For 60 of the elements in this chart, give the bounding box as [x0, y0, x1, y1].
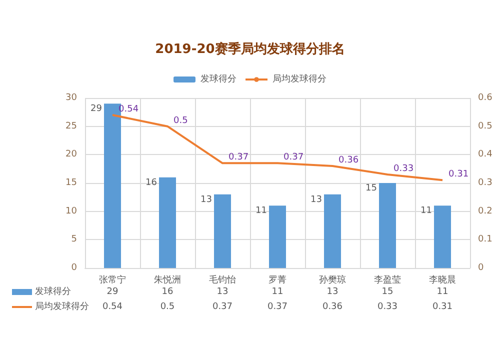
text: 0.5 — [174, 116, 188, 126]
y-tick-label: 30 — [66, 93, 78, 103]
legend-label: 局均发球得分 — [272, 74, 326, 84]
data-label: 13 — [326, 286, 340, 298]
bar — [104, 104, 121, 268]
data-label: 13 — [216, 286, 230, 298]
bar — [214, 194, 231, 268]
text: 发球得分 — [35, 287, 71, 297]
text: 11 — [256, 206, 267, 216]
x-tick-label: 张常宁 — [99, 274, 126, 286]
legend-label: 发球得分 — [200, 74, 236, 84]
y2-tick-label: 0.6 — [478, 93, 493, 103]
text: 0.37 — [228, 152, 249, 163]
y2-tick-label: 0.4 — [478, 150, 493, 160]
x-tick-label: 孙樊琼 — [319, 274, 346, 286]
data-label: 29 — [106, 286, 120, 298]
text: 0.36 — [338, 156, 359, 166]
y-tick-label: 5 — [71, 234, 77, 245]
data-label: 11 — [436, 286, 450, 298]
text: 局均发球得分 — [35, 302, 89, 312]
text: 13 — [200, 194, 212, 205]
bar — [434, 206, 451, 268]
text: 11 — [420, 206, 432, 216]
y-tick-label: 20 — [66, 150, 78, 160]
data-label: 15 — [380, 286, 394, 298]
data-label: 0.54 — [102, 302, 123, 312]
y2-tick-label: 0.1 — [478, 234, 492, 245]
data-label: 0.37 — [266, 301, 289, 313]
bar — [269, 206, 286, 268]
y2-tick-label: 0 — [478, 263, 484, 273]
y2-tick-label: 0.2 — [478, 206, 492, 216]
text: 0.33 — [394, 164, 414, 174]
bar — [379, 183, 396, 268]
x-tick-label: 罗菁 — [268, 274, 286, 286]
y-tick-label: 25 — [66, 121, 77, 132]
text: 0.37 — [284, 152, 304, 163]
bar — [324, 194, 341, 268]
x-tick-label: 李晓晨 — [429, 274, 456, 286]
text: 0.31 — [448, 170, 469, 180]
text: 16 — [146, 178, 157, 188]
data-label: 0.36 — [321, 301, 344, 313]
y2-tick-label: 0.5 — [478, 121, 492, 132]
data-label: 0.33 — [376, 301, 399, 313]
text: 29 — [90, 104, 102, 114]
bar — [159, 177, 176, 268]
x-tick-label: 朱悦洲 — [154, 274, 181, 286]
data-label: 0.37 — [211, 301, 234, 313]
text: 13 — [310, 194, 322, 205]
data-label: 0.5 — [159, 301, 176, 313]
data-label: 0.31 — [431, 301, 454, 313]
y-tick-label: 10 — [66, 206, 78, 216]
y2-tick-label: 0.3 — [478, 178, 492, 188]
y-tick-label: 15 — [66, 178, 77, 188]
text: 15 — [366, 184, 377, 194]
x-tick-label: 李盈莹 — [374, 274, 401, 286]
x-tick-label: 毛钧怡 — [209, 274, 236, 286]
y-tick-label: 0 — [71, 263, 78, 273]
chart-title: 2019-20赛季局均发球得分排名 — [155, 41, 345, 57]
data-label: 16 — [160, 286, 174, 298]
data-label: 11 — [270, 286, 284, 298]
